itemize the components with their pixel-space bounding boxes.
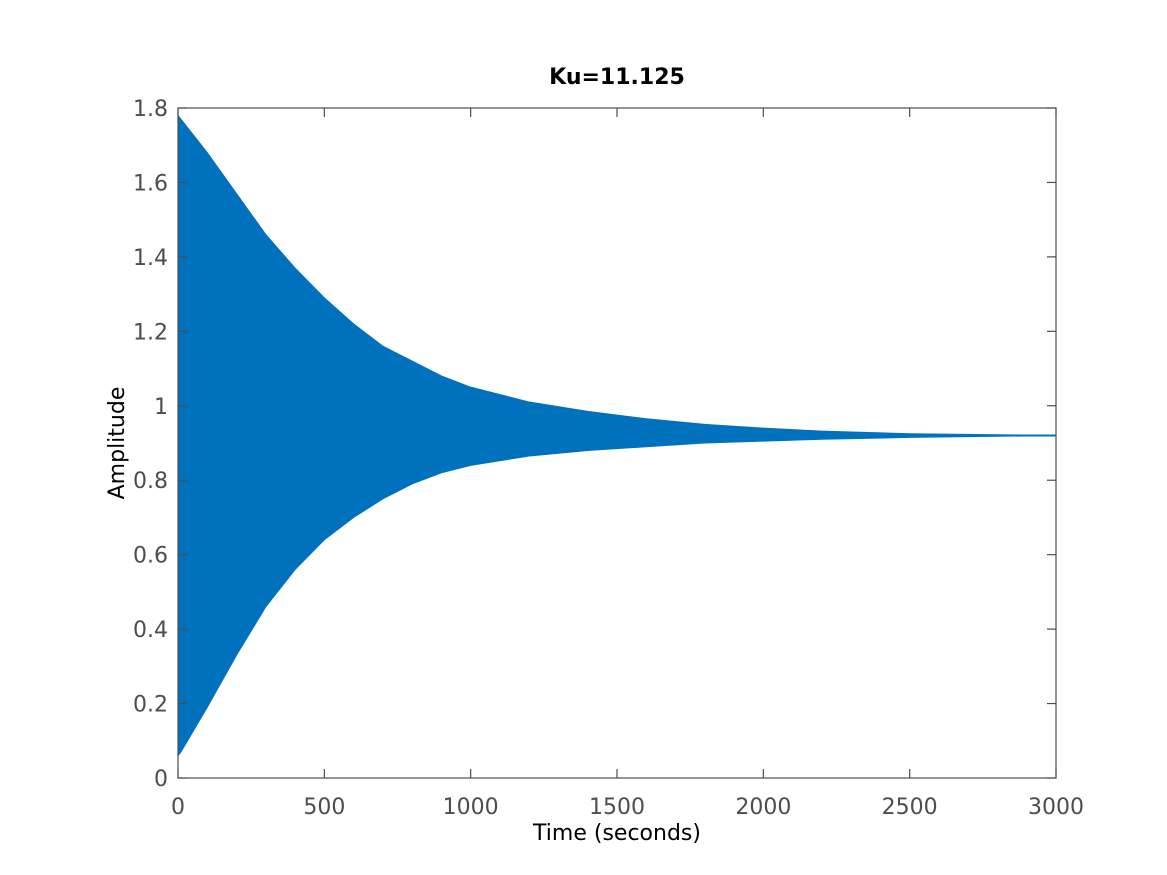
y-tick-label: 1.2 — [133, 320, 168, 345]
x-tick-label: 1000 — [443, 795, 499, 820]
y-tick-label: 1.4 — [133, 246, 168, 271]
x-tick-label: 2500 — [882, 795, 938, 820]
x-tick-label: 3000 — [1028, 795, 1084, 820]
x-tick-label: 0 — [171, 795, 185, 820]
x-tick-label: 500 — [303, 795, 345, 820]
chart-title: Ku=11.125 — [549, 65, 685, 90]
y-tick-label: 1 — [154, 395, 168, 420]
x-tick-label: 1500 — [589, 795, 645, 820]
y-tick-label: 1.6 — [133, 171, 168, 196]
y-axis: 0 0.2 0.4 0.6 0.8 1 1.2 1.4 1.6 1.8 — [133, 97, 1056, 792]
y-axis-title: Amplitude — [105, 387, 130, 500]
y-tick-label: 0 — [154, 767, 168, 792]
x-axis-title: Time (seconds) — [532, 821, 701, 846]
x-axis: 0 500 1000 1500 2000 2500 3000 — [171, 108, 1084, 820]
y-tick-label: 0.6 — [133, 544, 168, 569]
y-tick-label: 1.8 — [133, 97, 168, 122]
x-tick-label: 2000 — [735, 795, 791, 820]
y-tick-label: 0.2 — [133, 693, 168, 718]
y-tick-label: 0.4 — [133, 618, 168, 643]
y-tick-label: 0.8 — [133, 469, 168, 494]
